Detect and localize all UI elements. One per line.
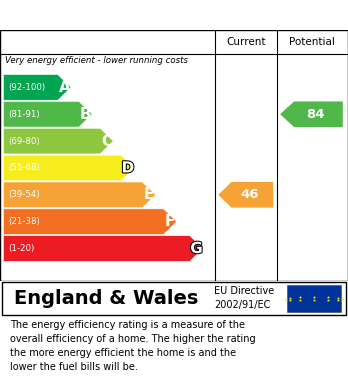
Polygon shape [218,182,273,208]
Text: D: D [121,160,134,176]
Text: Current: Current [226,37,266,47]
Text: 46: 46 [240,188,259,201]
Text: Very energy efficient - lower running costs: Very energy efficient - lower running co… [5,56,188,65]
Text: (39-54): (39-54) [9,190,40,199]
Text: EU Directive
2002/91/EC: EU Directive 2002/91/EC [214,286,274,310]
Text: Not energy efficient - higher running costs: Not energy efficient - higher running co… [5,252,188,261]
Text: 84: 84 [306,108,325,121]
Polygon shape [3,101,92,127]
Polygon shape [3,182,156,208]
Text: Potential: Potential [290,37,335,47]
Polygon shape [3,155,134,181]
Text: (81-91): (81-91) [9,110,40,119]
Polygon shape [3,75,71,100]
Polygon shape [3,209,177,235]
Bar [287,285,341,312]
Text: (1-20): (1-20) [9,244,35,253]
Text: C: C [101,134,112,149]
Text: England & Wales: England & Wales [14,289,198,307]
Polygon shape [3,236,203,261]
Text: A: A [58,80,70,95]
Text: Energy Efficiency Rating: Energy Efficiency Rating [10,7,220,23]
Text: G: G [190,241,203,256]
Text: F: F [165,214,175,229]
Polygon shape [3,128,113,154]
Text: (21-38): (21-38) [9,217,40,226]
Text: E: E [144,187,154,202]
Text: B: B [80,107,92,122]
Text: The energy efficiency rating is a measure of the
overall efficiency of a home. T: The energy efficiency rating is a measur… [10,321,256,372]
Text: (92-100): (92-100) [9,83,46,92]
Text: (69-80): (69-80) [9,136,40,145]
Polygon shape [280,101,343,127]
Text: (55-68): (55-68) [9,163,40,172]
